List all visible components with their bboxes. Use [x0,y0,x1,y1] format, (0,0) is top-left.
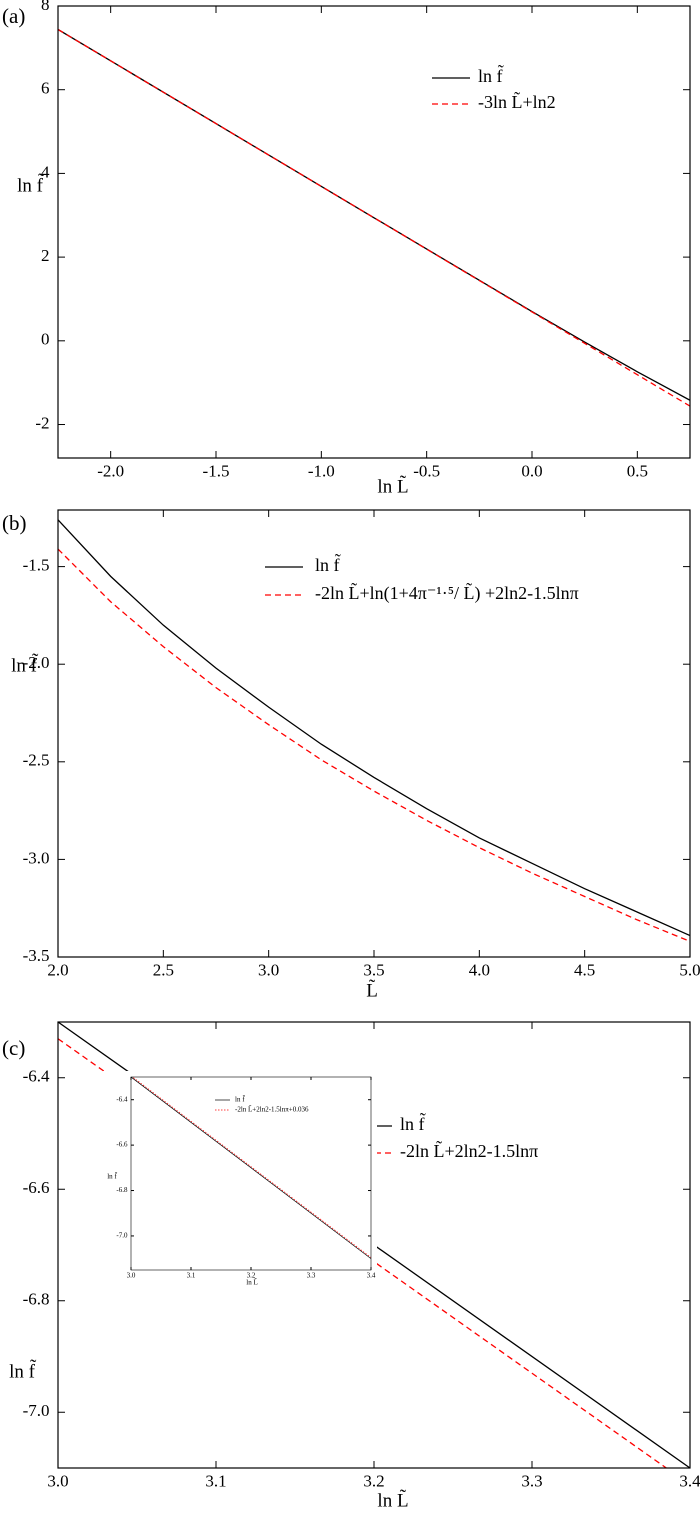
legend-label: -2ln L̃+ln(1+4π⁻¹·⁵/ L̃) +2ln2-1.5lnπ [315,582,579,605]
y-tick-label: -6.6 [116,1141,128,1149]
x-tick-label: -2.0 [97,461,124,480]
x-tick-label: 3.4 [367,1272,376,1280]
y-tick-label: 6 [41,79,50,98]
x-axis-label: ln L̃ [377,475,408,498]
y-tick-label: -2.5 [23,751,50,770]
x-tick-label: 2.5 [153,960,174,979]
x-tick-label: 3.2 [363,1471,384,1490]
y-axis-label: ln f̃ [107,1172,118,1181]
x-tick-label: -1.5 [203,461,230,480]
series-line [58,519,690,937]
x-tick-label: 3.5 [363,960,384,979]
x-axis-label: ln L̃ [246,1278,257,1286]
y-tick-label: 8 [41,0,50,14]
x-tick-label: 3.2 [247,1272,256,1280]
inset-background [103,1071,377,1288]
y-tick-label: 2 [41,246,50,265]
y-tick-label: -3.0 [23,848,50,867]
legend-label: ln f̃ [400,1112,426,1134]
y-tick-label: 0 [41,330,50,349]
x-tick-label: 4.0 [469,960,490,979]
x-tick-label: 3.3 [521,1471,542,1490]
series-line [58,548,690,942]
y-tick-label: -2.0 [23,653,50,672]
legend-label: ln f̃ [315,553,341,575]
series-line [131,1077,371,1258]
plot-frame [57,5,691,459]
series-line [58,1038,668,1468]
series-line [131,1077,371,1259]
y-tick-label: 4 [41,162,50,181]
y-axis-label: ln f̃ [17,173,45,197]
legend-label: -2ln L̃+2ln2-1.5lnπ [400,1140,538,1162]
panel: ln f̃ -2ln L̃+ln(1+4π⁻¹·⁵/ L̃) +2ln2-1.5l… [2,509,700,1002]
panel: ln f̃ -3ln L̃+ln2 -2.0 -1.5 -1.0 -0.5 0.0 0.5 -2… [2,0,691,498]
x-tick-label: 3.0 [127,1272,136,1280]
y-tick-label: -6.4 [116,1095,128,1103]
series-line [58,28,690,401]
panel: ln f̃ -2ln L̃+2ln2-1.5lnπ 3.0 3.1 3.2 3.3 3.4 -… [2,1021,700,1512]
x-tick-label: 3.4 [679,1471,700,1490]
x-tick-label: 2.0 [47,960,68,979]
panel-label: (c) [2,1036,25,1060]
y-tick-label: -3.5 [23,946,50,965]
y-tick-label: -6.6 [23,1178,50,1197]
y-tick-label: -7.0 [23,1401,50,1420]
y-axis-label: ln f̃ [9,1359,37,1383]
y-axis-label: ln f̃ [11,653,39,677]
series-line [58,28,690,407]
panel-label: (a) [2,4,25,28]
plot-frame [57,509,691,958]
x-tick-label: 3.1 [205,1471,226,1490]
x-tick-label: 3.1 [187,1272,196,1280]
y-tick-label: -6.8 [23,1290,50,1309]
x-tick-label: -1.0 [308,461,335,480]
legend-label: -3ln L̃+ln2 [478,91,556,113]
y-tick-label: -1.5 [23,556,50,575]
x-tick-label: 3.0 [258,960,279,979]
x-tick-label: 0.5 [627,461,648,480]
y-tick-label: -2 [35,413,49,432]
y-tick-label: -7.0 [116,1232,128,1240]
x-axis-label: ln L̃ [377,1489,408,1512]
x-tick-label: 3.0 [47,1471,68,1490]
y-tick-label: -6.4 [23,1067,50,1086]
x-tick-label: 4.5 [574,960,595,979]
x-tick-label: 0.0 [521,461,542,480]
y-tick-label: -6.8 [116,1186,128,1194]
legend-label: ln f̃ [235,1095,246,1104]
x-tick-label: 5.0 [679,960,700,979]
panel-label: (b) [2,511,27,535]
x-tick-label: -0.5 [413,461,440,480]
legend-label: -2ln L̃+2ln2-1.5lnπ+0.036 [235,1105,309,1113]
x-tick-label: 3.3 [307,1272,316,1280]
legend-label: ln f̃ [478,64,504,86]
x-axis-label: L̃ [366,979,378,1002]
